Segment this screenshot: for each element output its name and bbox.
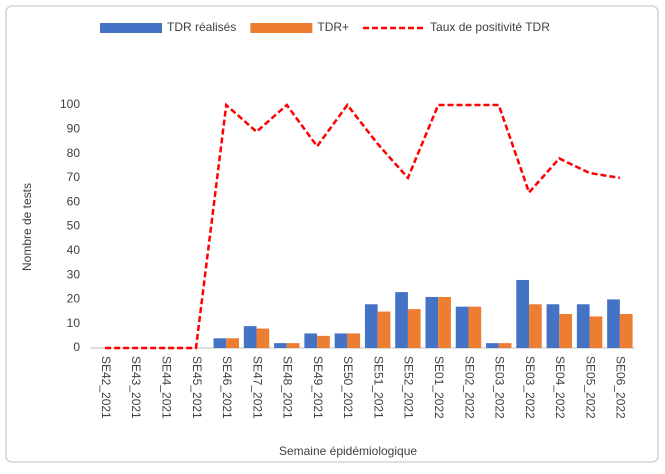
- bar: [498, 343, 512, 348]
- x-tick-label: SE03_2022: [493, 356, 507, 419]
- y-tick-label: 10: [67, 316, 81, 330]
- bar: [407, 309, 421, 348]
- legend-swatch: [100, 23, 162, 33]
- x-tick-label: SE50_2021: [341, 356, 355, 419]
- x-tick-label: SE43_2021: [129, 356, 143, 419]
- bar: [377, 311, 391, 348]
- legend-label: TDR réalisés: [167, 20, 236, 34]
- bar: [468, 306, 482, 348]
- bar: [243, 326, 257, 348]
- bar: [274, 343, 287, 348]
- bar: [334, 333, 348, 348]
- bar: [347, 333, 361, 348]
- bar: [589, 316, 603, 348]
- x-tick-label: SE48_2021: [281, 356, 295, 419]
- x-tick-label: SE03_2022: [523, 356, 537, 419]
- y-axis-label: Nombre de tests: [20, 183, 34, 271]
- bar: [619, 313, 633, 348]
- x-axis-label: Semaine épidémiologique: [279, 444, 417, 458]
- legend-label: TDR+: [317, 20, 349, 34]
- bar: [256, 328, 270, 348]
- y-tick-label: 90: [67, 121, 81, 135]
- y-tick-label: 40: [67, 243, 81, 257]
- x-tick-label: SE06_2022: [614, 356, 628, 419]
- y-tick-label: 30: [67, 267, 81, 281]
- bar: [529, 304, 542, 348]
- x-tick-label: SE47_2021: [250, 356, 264, 419]
- bar: [304, 333, 318, 348]
- y-tick-label: 80: [67, 146, 81, 160]
- y-tick-label: 60: [67, 194, 81, 208]
- y-tick-label: 100: [60, 97, 80, 111]
- bar: [438, 296, 451, 348]
- x-tick-label: SE42_2021: [99, 356, 113, 419]
- y-tick-label: 0: [73, 340, 80, 354]
- bar: [364, 304, 378, 348]
- bar: [486, 343, 499, 348]
- bar: [607, 299, 620, 348]
- x-tick-label: SE01_2022: [432, 356, 446, 419]
- bar: [317, 335, 330, 348]
- y-tick-label: 20: [67, 292, 81, 306]
- x-tick-label: SE49_2021: [311, 356, 325, 419]
- x-tick-label: SE05_2022: [583, 356, 597, 419]
- y-tick-label: 70: [67, 170, 81, 184]
- bar: [213, 338, 227, 348]
- bar: [516, 279, 530, 348]
- x-tick-label: SE51_2021: [371, 356, 385, 419]
- bar: [226, 338, 239, 348]
- bar: [455, 306, 469, 348]
- x-tick-label: SE04_2022: [553, 356, 567, 419]
- line: [105, 102, 621, 350]
- x-tick-label: SE44_2021: [160, 356, 174, 419]
- y-tick-label: 50: [67, 219, 81, 233]
- legend-swatch: [250, 23, 313, 33]
- legend-label: Taux de positivité TDR: [430, 20, 550, 34]
- bar: [546, 304, 560, 348]
- x-tick-label: SE02_2022: [462, 356, 476, 419]
- bar: [576, 304, 590, 348]
- bar: [286, 343, 300, 348]
- bar: [559, 313, 573, 348]
- bar: [425, 296, 439, 348]
- x-tick-label: SE46_2021: [220, 356, 234, 419]
- x-tick-label: SE45_2021: [190, 356, 204, 419]
- bar: [395, 292, 408, 348]
- x-tick-label: SE52_2021: [402, 356, 416, 419]
